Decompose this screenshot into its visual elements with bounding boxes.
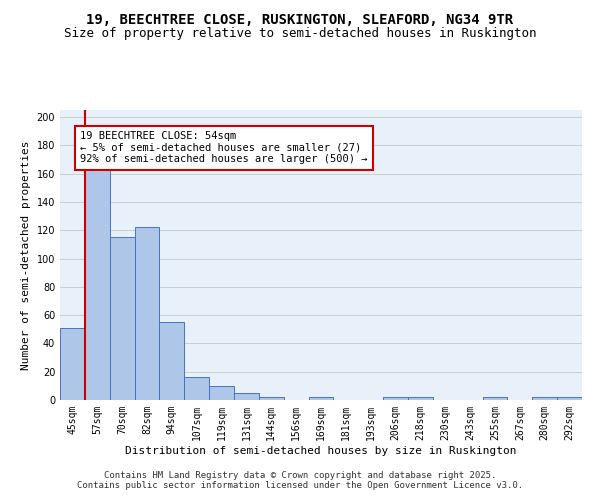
Text: Size of property relative to semi-detached houses in Ruskington: Size of property relative to semi-detach…: [64, 28, 536, 40]
X-axis label: Distribution of semi-detached houses by size in Ruskington: Distribution of semi-detached houses by …: [125, 446, 517, 456]
Y-axis label: Number of semi-detached properties: Number of semi-detached properties: [21, 140, 31, 370]
Text: 19 BEECHTREE CLOSE: 54sqm
← 5% of semi-detached houses are smaller (27)
92% of s: 19 BEECHTREE CLOSE: 54sqm ← 5% of semi-d…: [80, 131, 367, 164]
Text: 19, BEECHTREE CLOSE, RUSKINGTON, SLEAFORD, NG34 9TR: 19, BEECHTREE CLOSE, RUSKINGTON, SLEAFOR…: [86, 12, 514, 26]
Bar: [383, 397, 408, 400]
Bar: [308, 397, 334, 400]
Bar: [557, 397, 582, 400]
Bar: [85, 166, 110, 400]
Bar: [532, 397, 557, 400]
Bar: [160, 322, 184, 400]
Bar: [184, 378, 209, 400]
Bar: [408, 397, 433, 400]
Bar: [209, 386, 234, 400]
Bar: [234, 393, 259, 400]
Text: Contains HM Land Registry data © Crown copyright and database right 2025.
Contai: Contains HM Land Registry data © Crown c…: [77, 470, 523, 490]
Bar: [134, 228, 160, 400]
Bar: [110, 238, 134, 400]
Bar: [60, 328, 85, 400]
Bar: [259, 397, 284, 400]
Bar: [482, 397, 508, 400]
